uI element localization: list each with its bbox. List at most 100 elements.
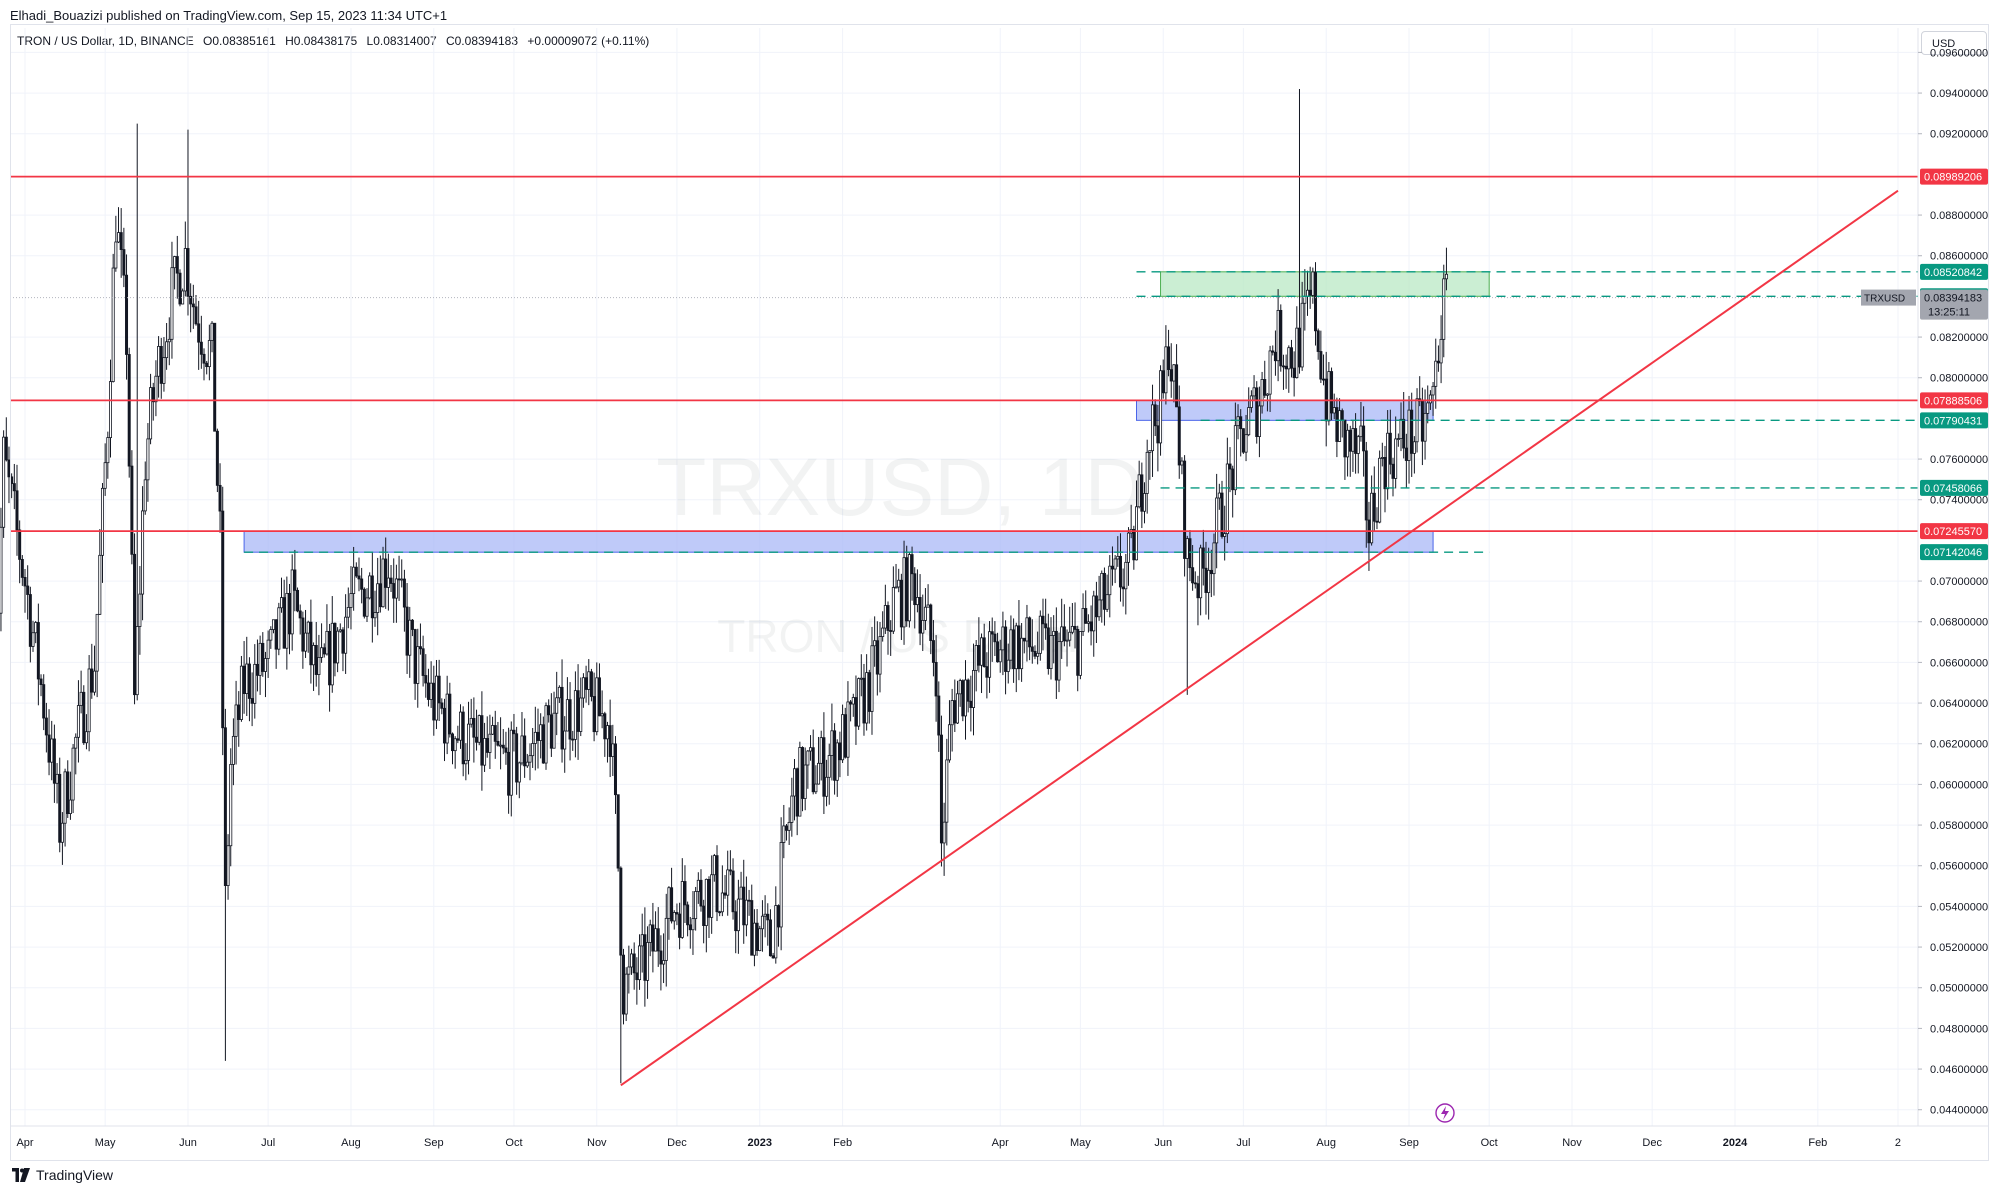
candle-body [703, 906, 705, 925]
candle-body [1194, 583, 1196, 584]
candle-body [1125, 562, 1127, 588]
candle-body [61, 823, 63, 842]
candle-body [1301, 303, 1303, 367]
candle-body [964, 680, 966, 716]
candle [542, 717, 544, 764]
candle-body [1133, 529, 1135, 559]
candle-body [1143, 494, 1145, 512]
candle-body [1154, 405, 1156, 426]
price-tick-label: 0.08800000 [1930, 210, 1988, 222]
candle-body [1173, 365, 1175, 381]
candle [1127, 527, 1129, 586]
candle [844, 708, 846, 759]
candle-body [1272, 351, 1274, 352]
candle [1384, 446, 1386, 512]
candle [858, 678, 860, 730]
candle-body [649, 925, 651, 943]
candle-body [833, 731, 835, 780]
candle-body [1058, 642, 1060, 680]
candle-body [232, 736, 234, 764]
candle [1344, 420, 1346, 480]
candle-body [1346, 430, 1348, 457]
candle [948, 700, 950, 763]
candle [649, 920, 651, 956]
candle [1421, 388, 1423, 465]
candle [67, 760, 69, 818]
candle [967, 678, 969, 712]
candle-body [606, 726, 608, 739]
candle [283, 580, 285, 649]
candle-body [371, 576, 373, 618]
candle-body [737, 899, 739, 931]
candle [1397, 434, 1399, 447]
candle-body [681, 882, 683, 938]
candle-body [342, 630, 344, 653]
candle [775, 886, 777, 963]
candle [13, 464, 15, 509]
level-price-tag: 0.08520842 [1920, 264, 1988, 280]
candle-body [719, 912, 721, 913]
candle-body [628, 967, 630, 974]
candle [1151, 385, 1153, 477]
candle-body [679, 914, 681, 937]
candle-body [21, 559, 23, 577]
candle-body [1077, 629, 1079, 675]
candle-body [272, 620, 274, 630]
candle-body [141, 511, 143, 594]
candle [721, 865, 723, 916]
candle [72, 744, 74, 813]
candle [812, 730, 814, 795]
candle [975, 640, 977, 691]
candle-body [27, 586, 29, 595]
candle [604, 712, 606, 757]
candle-body [35, 623, 37, 633]
candle [200, 316, 202, 369]
candle-body [75, 737, 77, 748]
candle [454, 736, 456, 769]
candle-body [5, 437, 7, 460]
candle-body [646, 942, 648, 980]
candle [681, 858, 683, 939]
candle-body [363, 589, 365, 616]
candle-body [823, 738, 825, 797]
candle-body [1256, 388, 1258, 437]
candle-body [769, 920, 771, 956]
price-tick-label: 0.05800000 [1930, 820, 1988, 832]
candle-body [13, 484, 15, 491]
candle-body [326, 631, 328, 654]
candle-body [534, 732, 536, 743]
candle [553, 692, 555, 749]
candle-body [1047, 628, 1049, 669]
candle [278, 603, 280, 655]
candle-body [1066, 640, 1068, 641]
candle-body [1018, 626, 1020, 669]
candle [174, 256, 176, 290]
candle [302, 612, 304, 669]
candle-body [187, 248, 189, 296]
candle [83, 685, 85, 745]
candle [246, 637, 248, 716]
candle-body [369, 576, 371, 598]
candle-body [508, 752, 510, 795]
candle-body [735, 912, 737, 931]
candle-body [171, 268, 173, 340]
candle-body [871, 646, 873, 712]
candle-body [812, 748, 814, 792]
candle [601, 690, 603, 728]
candle [11, 473, 13, 498]
candle [569, 682, 571, 760]
candle [342, 627, 344, 671]
candle [673, 910, 675, 929]
candle-body [417, 647, 419, 684]
candle [5, 417, 7, 461]
candle [692, 891, 694, 955]
candle [318, 635, 320, 695]
candle-body [1170, 370, 1172, 381]
candle [617, 795, 619, 872]
lightning-icon[interactable] [1436, 1104, 1454, 1122]
candle-body [959, 681, 961, 694]
candle-body [96, 614, 98, 671]
candle-body [451, 734, 453, 751]
candle [171, 242, 173, 359]
